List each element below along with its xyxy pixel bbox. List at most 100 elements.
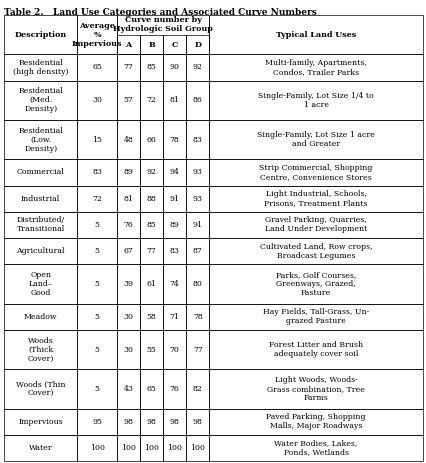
Text: Residential
(Low.
Density): Residential (Low. Density) — [18, 127, 63, 152]
Bar — [186, 435, 209, 461]
Bar — [209, 304, 422, 330]
Bar — [77, 435, 117, 461]
Bar — [117, 408, 140, 435]
Text: 98: 98 — [193, 418, 202, 425]
Bar — [163, 369, 186, 408]
Text: 78: 78 — [170, 136, 179, 144]
Bar — [117, 435, 140, 461]
Bar — [186, 264, 209, 304]
Bar — [140, 238, 163, 264]
Text: Distributed/
Transitional: Distributed/ Transitional — [17, 216, 65, 233]
Text: Multi-family, Apartments,
Condos, Trailer Parks: Multi-family, Apartments, Condos, Traile… — [265, 59, 366, 76]
Bar — [4, 186, 77, 212]
Text: Agricultural: Agricultural — [16, 247, 65, 255]
Bar — [4, 120, 77, 159]
Bar — [209, 54, 422, 81]
Text: 92: 92 — [147, 169, 156, 176]
Text: 61: 61 — [147, 280, 156, 288]
Bar — [4, 212, 77, 238]
Bar — [209, 369, 422, 408]
Bar — [163, 54, 186, 81]
Bar — [140, 54, 163, 81]
Bar — [186, 159, 209, 186]
Text: Description: Description — [14, 31, 66, 39]
Bar — [77, 212, 117, 238]
Text: 85: 85 — [147, 63, 156, 71]
Bar — [4, 304, 77, 330]
Text: Woods
(Thick
Cover): Woods (Thick Cover) — [27, 337, 54, 363]
Text: 74: 74 — [170, 280, 179, 288]
Bar — [4, 369, 77, 408]
Text: 70: 70 — [170, 345, 179, 353]
Bar — [77, 238, 117, 264]
Bar — [77, 330, 117, 369]
Text: Meadow: Meadow — [24, 313, 57, 321]
Bar — [77, 264, 117, 304]
Text: 91: 91 — [192, 221, 202, 229]
Text: 98: 98 — [124, 418, 133, 425]
Text: 100: 100 — [190, 444, 205, 452]
Bar — [77, 120, 117, 159]
Bar — [163, 159, 186, 186]
Text: 82: 82 — [193, 385, 202, 393]
Text: 76: 76 — [124, 221, 133, 229]
Text: 65: 65 — [92, 63, 102, 71]
Bar — [186, 120, 209, 159]
Text: 77: 77 — [147, 247, 156, 255]
Bar — [163, 238, 186, 264]
Text: B: B — [148, 41, 155, 49]
Bar — [140, 186, 163, 212]
Bar — [186, 35, 209, 54]
Text: 83: 83 — [92, 169, 102, 176]
Bar — [163, 35, 186, 54]
Text: Water Bodies, Lakes,
Ponds, Wetlands: Water Bodies, Lakes, Ponds, Wetlands — [274, 439, 357, 457]
Text: 77: 77 — [193, 345, 202, 353]
Text: 100: 100 — [121, 444, 136, 452]
Bar — [186, 186, 209, 212]
Text: 100: 100 — [89, 444, 104, 452]
Text: 94: 94 — [170, 169, 179, 176]
Bar — [117, 54, 140, 81]
Text: Hay Fields, Tall-Grass, Un-
grazed Pasture: Hay Fields, Tall-Grass, Un- grazed Pastu… — [262, 308, 368, 325]
Bar — [140, 35, 163, 54]
Bar — [77, 15, 117, 54]
Bar — [140, 264, 163, 304]
Text: 83: 83 — [170, 247, 179, 255]
Bar — [209, 212, 422, 238]
Bar — [163, 435, 186, 461]
Bar — [140, 435, 163, 461]
Text: 100: 100 — [167, 444, 182, 452]
Text: 83: 83 — [193, 136, 202, 144]
Text: 30: 30 — [124, 345, 133, 353]
Text: Table 2.   Land Use Categories and Associated Curve Numbers: Table 2. Land Use Categories and Associa… — [4, 8, 316, 17]
Bar — [117, 212, 140, 238]
Bar — [186, 81, 209, 120]
Text: Gravel Parking, Quarries,
Land Under Development: Gravel Parking, Quarries, Land Under Dev… — [265, 216, 366, 233]
Bar — [140, 408, 163, 435]
Text: 5: 5 — [95, 247, 99, 255]
Bar — [209, 435, 422, 461]
Bar — [77, 159, 117, 186]
Text: 91: 91 — [170, 194, 179, 203]
Text: 95: 95 — [92, 418, 102, 425]
Text: 57: 57 — [124, 96, 133, 104]
Text: 80: 80 — [193, 280, 202, 288]
Bar — [163, 186, 186, 212]
Text: Strip Commercial, Shopping
Centre, Convenience Stores: Strip Commercial, Shopping Centre, Conve… — [259, 164, 372, 181]
Bar — [117, 330, 140, 369]
Bar — [117, 238, 140, 264]
Bar — [117, 304, 140, 330]
Text: Single-Family, Lot Size 1 acre
and Greater: Single-Family, Lot Size 1 acre and Great… — [256, 131, 374, 148]
Bar — [117, 369, 140, 408]
Bar — [4, 435, 77, 461]
Text: Curve number by
Hydrologic Soil Group: Curve number by Hydrologic Soil Group — [113, 16, 213, 33]
Text: 43: 43 — [124, 385, 133, 393]
Text: 81: 81 — [124, 194, 133, 203]
Text: D: D — [194, 41, 201, 49]
Bar — [186, 54, 209, 81]
Bar — [140, 81, 163, 120]
Bar — [4, 81, 77, 120]
Text: 5: 5 — [95, 221, 99, 229]
Text: Average
%
Impervious: Average % Impervious — [72, 22, 122, 48]
Text: 55: 55 — [147, 345, 156, 353]
